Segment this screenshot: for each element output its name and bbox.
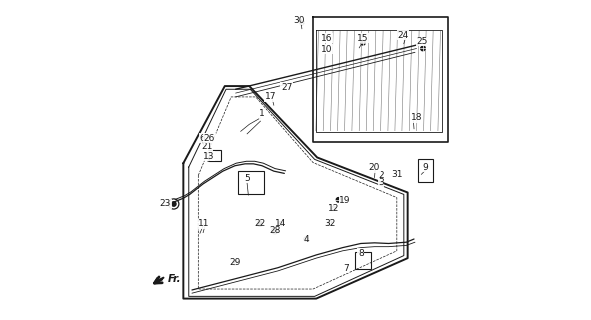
Text: 20: 20 — [369, 164, 380, 172]
Text: 7: 7 — [343, 264, 349, 273]
Text: 22: 22 — [254, 219, 265, 228]
Text: 18: 18 — [411, 114, 423, 123]
Text: 6: 6 — [200, 134, 205, 143]
Text: 14: 14 — [274, 219, 286, 228]
Circle shape — [327, 221, 332, 225]
Text: 27: 27 — [281, 83, 293, 92]
Text: 9: 9 — [423, 163, 428, 172]
Text: 16: 16 — [321, 34, 333, 43]
Text: 28: 28 — [269, 226, 281, 235]
Circle shape — [171, 202, 176, 206]
Bar — [418, 159, 433, 182]
Text: 10: 10 — [321, 44, 333, 54]
Text: 1: 1 — [259, 109, 265, 118]
Text: 25: 25 — [417, 37, 428, 46]
Circle shape — [233, 260, 237, 265]
Text: 11: 11 — [199, 219, 210, 228]
Circle shape — [257, 221, 262, 226]
Text: 17: 17 — [265, 92, 277, 101]
Text: 12: 12 — [328, 204, 339, 213]
Text: 24: 24 — [398, 31, 409, 40]
Text: 4: 4 — [303, 235, 309, 244]
Text: 23: 23 — [160, 199, 171, 208]
Circle shape — [300, 20, 304, 25]
Text: 32: 32 — [324, 219, 336, 228]
Bar — [238, 171, 264, 194]
Text: 8: 8 — [358, 249, 363, 258]
Text: 2: 2 — [378, 171, 384, 180]
Circle shape — [361, 41, 365, 45]
Text: 26: 26 — [204, 134, 215, 143]
Text: 21: 21 — [202, 142, 213, 151]
Text: 19: 19 — [339, 196, 350, 205]
Text: 15: 15 — [358, 34, 369, 43]
Text: 30: 30 — [294, 16, 305, 25]
Circle shape — [274, 229, 276, 232]
Text: 13: 13 — [203, 152, 215, 161]
Text: 3: 3 — [378, 179, 384, 188]
Bar — [209, 150, 221, 161]
Circle shape — [421, 46, 425, 51]
Bar — [355, 252, 371, 269]
Text: 29: 29 — [229, 258, 241, 267]
Text: Fr.: Fr. — [167, 274, 181, 284]
Text: 31: 31 — [391, 170, 402, 179]
Text: 5: 5 — [244, 174, 250, 183]
Circle shape — [336, 197, 341, 202]
